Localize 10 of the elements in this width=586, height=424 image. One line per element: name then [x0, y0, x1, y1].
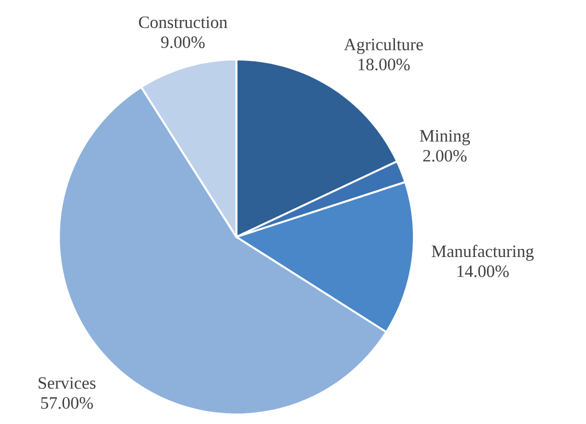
slice-label: Construction	[138, 16, 228, 28]
data-label: 57.00%	[41, 396, 93, 409]
slice-label: Mining	[420, 130, 470, 145]
data-label: 18.00%	[358, 58, 410, 70]
slice-label: Agriculture	[344, 38, 423, 54]
slice-label: Services	[38, 376, 96, 389]
data-label: 9.00%	[161, 36, 205, 48]
data-label: 14.00%	[458, 265, 509, 277]
slice-label: Manufacturing	[432, 244, 534, 260]
data-label: 2.00%	[423, 150, 467, 162]
